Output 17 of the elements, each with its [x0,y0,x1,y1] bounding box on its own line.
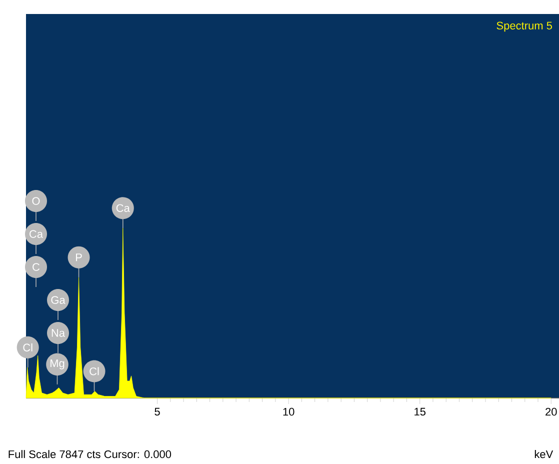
annotation: Cl [23,343,32,352]
chart-title: Spectrum 5 [496,22,552,32]
text: Full Scale 7847 cts Cursor: 0.000 [8,450,172,458]
annotation: C [32,263,40,271]
x-tick-label: 20 [546,408,557,416]
annotation: Na [52,329,66,337]
annotation: Ca [116,204,130,212]
x-tick-label: 5 [154,408,160,416]
annotation: Mg [50,359,64,370]
x-tick-label: 10 [283,408,294,416]
text: O [32,197,40,205]
x-axis-title: keV [534,450,554,458]
annotation: Cl [90,367,99,376]
annotation: Ca [30,230,44,238]
x-tick-label: 15 [414,408,426,416]
annotation: P [76,254,82,262]
annotation: Ga [51,296,66,304]
